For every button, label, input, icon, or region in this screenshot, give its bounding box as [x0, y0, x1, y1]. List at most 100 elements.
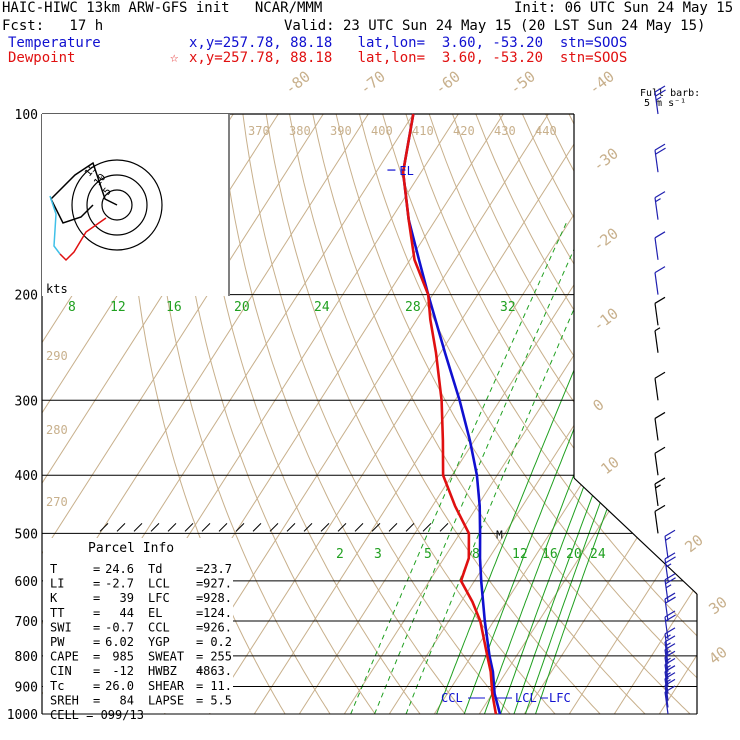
- dry-adiabat-label: 410: [412, 124, 434, 138]
- dry-adiabat-line: [545, 114, 697, 714]
- wind-barb-flag: [654, 143, 666, 151]
- dry-adiabat-line: [219, 114, 466, 714]
- parcel-eq: =: [93, 606, 100, 620]
- isotherm-line: [298, 114, 684, 714]
- wind-barb-staff: [654, 378, 659, 401]
- barb-key-title: Full barb:: [640, 88, 700, 99]
- parcel-eq: =: [196, 606, 203, 620]
- wind-barb-staff: [664, 685, 669, 708]
- wind-barb-flag: [655, 89, 666, 97]
- parcel-key: EL: [148, 606, 162, 620]
- wind-barb-flag: [664, 529, 676, 537]
- mixing-ratio-line: [350, 219, 569, 714]
- wind-barb-flag: [655, 147, 666, 155]
- parcel-key: T: [50, 562, 57, 576]
- el-label: EL: [399, 164, 413, 178]
- wind-barb-flag: [654, 266, 666, 274]
- level-hatch: [133, 523, 143, 532]
- dry-adiabat-line: [568, 114, 697, 714]
- parcel-value: -12: [112, 664, 134, 678]
- wind-barb-flag: [654, 477, 666, 485]
- hodograph-ring: [86, 174, 148, 236]
- parcel-key: PW: [50, 635, 65, 649]
- pressure-tick-label: 400: [15, 469, 38, 484]
- dry-adiabat-line: [312, 114, 646, 714]
- parcel-key: LFC: [148, 591, 170, 605]
- mixing-ratio-label: 3: [374, 547, 382, 562]
- level-hatch: [286, 523, 296, 532]
- level-hatch: [371, 523, 381, 532]
- parcel-value: 11.: [210, 679, 232, 693]
- parcel-value: 928.: [203, 591, 232, 605]
- dry-adiabat-line: [149, 114, 331, 714]
- valid-time: Valid: 23 UTC Sun 24 May 15 (20 LST Sun …: [284, 18, 706, 34]
- parcel-key: Td: [148, 562, 162, 576]
- frame-slant: [573, 477, 698, 595]
- mixing-ratio-line: [374, 219, 588, 714]
- pressure-tick-label: 600: [15, 575, 38, 590]
- mixing-ratio-line: [500, 219, 690, 714]
- parcel-eq: =: [93, 620, 100, 634]
- dry-adiabat-label: 430: [494, 124, 516, 138]
- level-hatch: [303, 523, 313, 532]
- barb-key-unit: 5 m s⁻¹: [644, 98, 686, 109]
- temperature-legend-info: x,y=257.78, 88.18 lat,lon= 3.60, -53.20 …: [189, 35, 628, 51]
- wind-barb-staff: [654, 237, 659, 260]
- wind-barb-half: [655, 96, 662, 101]
- hodograph-low-segment: [49, 195, 61, 255]
- dry-adiabat-label: 390: [330, 124, 352, 138]
- parcel-value: -2.7: [105, 577, 134, 591]
- mixing-ratio-label: 28: [405, 300, 421, 315]
- parcel-key: SREH: [50, 693, 79, 707]
- parcel-eq: =: [196, 664, 203, 678]
- hodograph-ring-label: 5: [102, 186, 114, 198]
- dry-adiabat-label: 400: [371, 124, 393, 138]
- dry-adiabat-line: [172, 114, 376, 714]
- hodograph-ring: [71, 159, 163, 251]
- parcel-key: CCL: [148, 620, 170, 634]
- hodograph-ring: [101, 189, 133, 221]
- isotherm-label: 0: [589, 395, 607, 415]
- isotherm-label: -40: [585, 67, 617, 98]
- isotherm-line: [568, 114, 697, 714]
- isotherm-line: [208, 114, 594, 714]
- wind-barb-staff: [654, 511, 659, 534]
- parcel-value: 927.: [203, 577, 232, 591]
- dry-adiabat-label: 270: [46, 495, 68, 509]
- parcel-key: SHEAR: [148, 679, 185, 693]
- wind-barb-staff: [654, 453, 659, 476]
- isotherm-line: [253, 114, 639, 714]
- parcel-key: CIN: [50, 664, 72, 678]
- level-hatch: [354, 523, 364, 532]
- dry-adiabat-line: [265, 114, 556, 714]
- mixing-ratio-label: 24: [590, 547, 606, 562]
- level-hatch: [388, 523, 398, 532]
- parcel-eq: =: [93, 591, 100, 605]
- wind-barb-half: [654, 327, 661, 332]
- wind-barb-staff: [654, 418, 659, 441]
- wind-barb-flag: [665, 614, 676, 622]
- parcel-value: -0.7: [105, 620, 134, 634]
- wind-barb-staff: [664, 691, 669, 715]
- mixing-ratio-line: [436, 219, 639, 714]
- parcel-value: 985: [112, 650, 134, 664]
- forecast-hour: Fcst: 17 h: [2, 18, 104, 34]
- parcel-key: TT: [50, 606, 64, 620]
- parcel-key: Tc: [50, 679, 64, 693]
- isotherm-label: 20: [681, 531, 706, 556]
- level-hatch: [99, 523, 109, 532]
- parcel-value: 0.2: [210, 635, 232, 649]
- level-hatch: [167, 523, 177, 532]
- parcel-eq: =: [93, 693, 100, 707]
- wind-barb-flag: [654, 371, 666, 379]
- dry-adiabat-line: [428, 114, 697, 714]
- parcel-info-title: Parcel Info: [88, 541, 174, 556]
- dry-adiabat-label: 440: [535, 124, 557, 138]
- parcel-value: 24.6: [105, 562, 134, 576]
- isotherm-label: -10: [589, 304, 621, 335]
- isotherm-line: [478, 114, 697, 714]
- mixing-ratio-line: [483, 219, 677, 714]
- wind-barbs: Full barb:5 m s⁻¹: [640, 85, 700, 715]
